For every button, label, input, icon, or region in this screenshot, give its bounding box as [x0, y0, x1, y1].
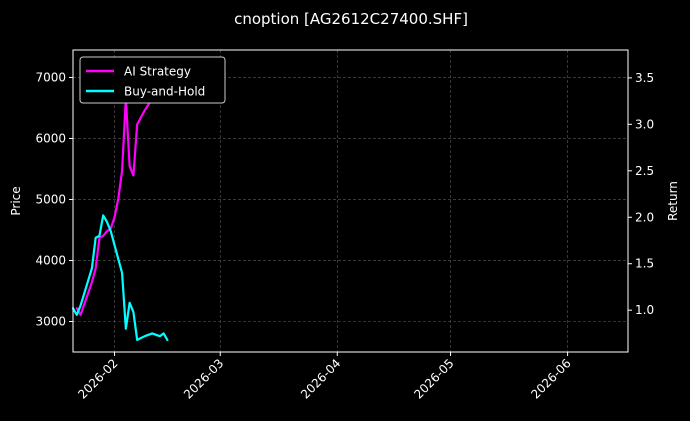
series-line-buy-and-hold [71, 214, 169, 342]
legend-label-ai-strategy: AI Strategy [124, 65, 191, 79]
y-right-tick-label: 2.0 [635, 210, 654, 224]
y-right-tick-label: 1.0 [635, 303, 654, 317]
y-left-tick-label: 7000 [35, 70, 66, 84]
grid [73, 50, 628, 352]
y-right-tick-label: 1.5 [635, 257, 654, 271]
chart-title: cnoption [AG2612C27400.SHF] [234, 10, 468, 28]
y-right-tick-label: 3.5 [635, 71, 654, 85]
y-left-tick-label: 6000 [35, 131, 66, 145]
legend-box [79, 56, 226, 104]
y-right-tick-label: 2.5 [635, 164, 654, 178]
y-left-tick-label: 3000 [35, 314, 66, 328]
y-right-tick-label: 3.0 [635, 117, 654, 131]
legend: AI Strategy Buy-and-Hold [79, 56, 226, 104]
y-left-tick-label: 5000 [35, 192, 66, 206]
plot-frame [72, 49, 629, 353]
y-axis-left-title: Price [9, 186, 23, 215]
y-left-tick-label: 4000 [35, 253, 66, 267]
y-axis-right-title: Return [666, 181, 680, 221]
legend-label-buy-and-hold: Buy-and-Hold [124, 85, 205, 99]
